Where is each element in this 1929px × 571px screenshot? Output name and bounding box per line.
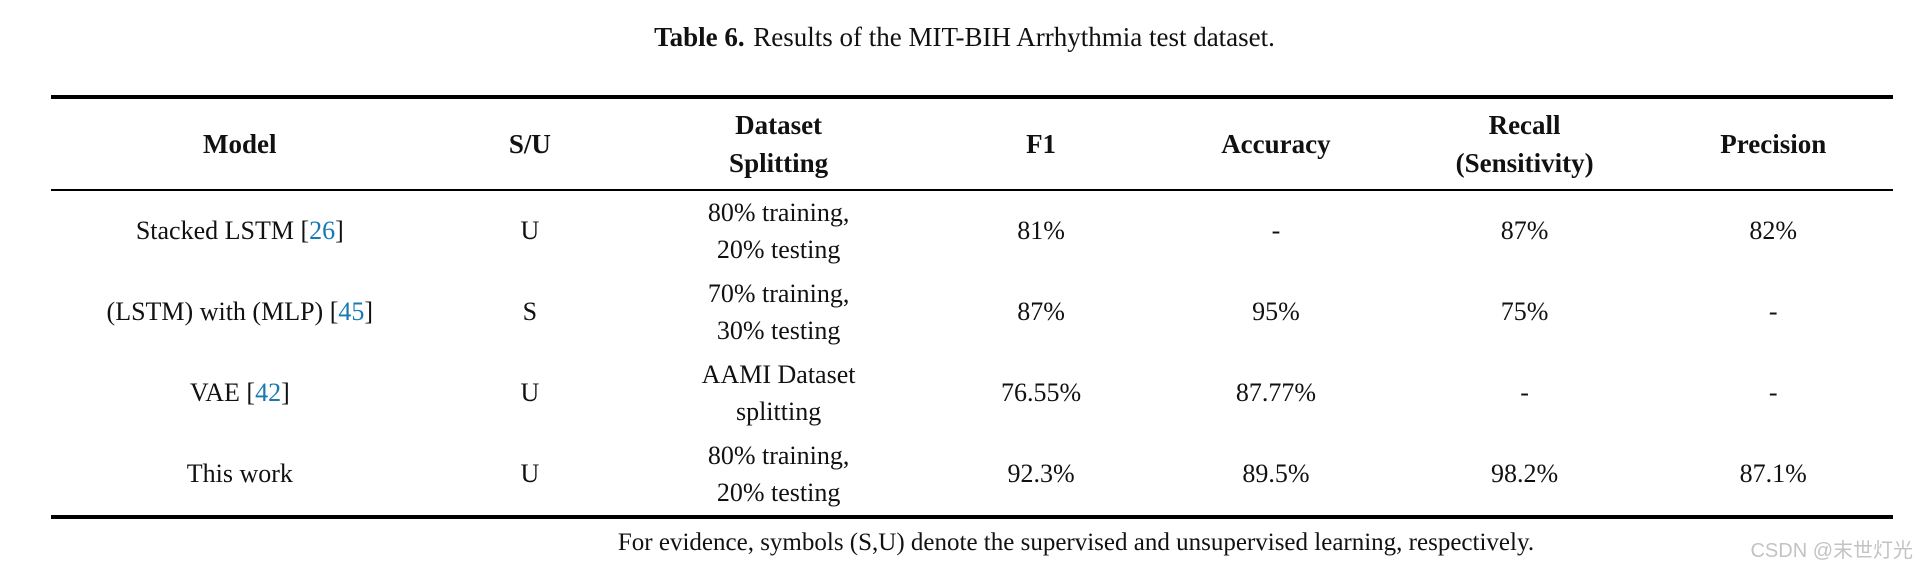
column-header-label: Precision <box>1720 128 1827 159</box>
column-header-dataset-splitting: Dataset Splitting <box>631 97 926 191</box>
f1-cell: 92.3% <box>1007 459 1075 489</box>
csdn-watermark: CSDN @末世灯光 <box>1750 540 1913 562</box>
dataset-splitting-cell: 80% training, 20% testing <box>631 434 926 517</box>
split-line: 20% testing <box>716 234 841 264</box>
column-header-label: Accuracy <box>1221 128 1331 159</box>
column-header-label: (Sensitivity) <box>1455 148 1594 178</box>
table-row: Stacked LSTM [26] U 80% training, 20% te… <box>51 190 1893 272</box>
table-caption-text: Results of the MIT-BIH Arrhythmia test d… <box>753 22 1275 52</box>
precision-cell: 82% <box>1749 216 1798 246</box>
table-footnote: For evidence, symbols (S,U) denote the s… <box>617 529 1535 556</box>
column-header-su: S/U <box>428 97 632 191</box>
model-name-suffix: ] <box>335 216 344 246</box>
split-line: 80% training, <box>707 197 850 227</box>
precision-cell: 87.1% <box>1739 459 1807 489</box>
table-caption-label: Table 6. <box>654 22 745 52</box>
column-header-recall: Recall (Sensitivity) <box>1395 97 1654 191</box>
table-row: (LSTM) with (MLP) [45] S 70% training, 3… <box>51 272 1893 353</box>
precision-cell: - <box>1768 297 1778 327</box>
column-header-label: S/U <box>508 128 551 159</box>
split-line: 30% testing <box>716 315 841 345</box>
model-cell: (LSTM) with (MLP) [45] <box>51 272 429 353</box>
f1-cell: 87% <box>1017 297 1065 327</box>
column-header-label: F1 <box>1026 128 1057 159</box>
model-cell: Stacked LSTM [26] <box>51 190 429 272</box>
su-cell: U <box>520 459 540 489</box>
dataset-splitting-cell: 80% training, 20% testing <box>631 190 926 272</box>
su-cell: U <box>520 216 540 246</box>
model-name-suffix: ] <box>281 378 290 408</box>
model-name-suffix: ] <box>364 297 374 327</box>
accuracy-cell: - <box>1271 216 1281 246</box>
split-line: AAMI Dataset <box>701 359 856 389</box>
split-line: 70% training, <box>707 278 850 308</box>
column-header-model: Model <box>51 97 429 191</box>
split-line: 20% testing <box>716 477 841 507</box>
results-table: Model S/U Dataset Splitting F1 Accuracy … <box>51 95 1893 519</box>
split-line: 80% training, <box>707 440 850 470</box>
model-cell: This work <box>51 434 429 517</box>
model-cell: VAE [42] <box>51 353 429 434</box>
model-name: VAE [ <box>189 378 256 408</box>
accuracy-cell: 87.77% <box>1235 378 1316 408</box>
table-row: This work U 80% training, 20% testing 92… <box>51 434 1893 517</box>
f1-cell: 76.55% <box>1000 378 1082 408</box>
table-caption: Table 6. Results of the MIT-BIH Arrhythmi… <box>0 21 1929 53</box>
recall-cell: 98.2% <box>1490 459 1559 489</box>
model-name: Stacked LSTM [ <box>135 216 310 246</box>
column-header-label: Dataset <box>735 109 823 140</box>
column-header-label: Recall <box>1488 109 1561 140</box>
recall-cell: - <box>1520 378 1529 408</box>
header-row: Model S/U Dataset Splitting F1 Accuracy … <box>51 97 1893 191</box>
column-header-accuracy: Accuracy <box>1156 97 1396 191</box>
column-header-f1: F1 <box>925 97 1157 191</box>
dataset-splitting-cell: 70% training, 30% testing <box>631 272 926 353</box>
accuracy-cell: 89.5% <box>1242 459 1310 489</box>
recall-cell: 87% <box>1500 216 1549 246</box>
f1-cell: 81% <box>1017 216 1065 246</box>
column-header-label: Splitting <box>729 148 829 178</box>
model-name: This work <box>186 459 293 489</box>
su-cell: S <box>522 297 538 327</box>
table-row: VAE [42] U AAMI Dataset splitting 76.55%… <box>51 353 1893 434</box>
column-header-label: Model <box>203 128 277 159</box>
recall-cell: 75% <box>1500 297 1549 327</box>
dataset-splitting-cell: AAMI Dataset splitting <box>631 353 926 434</box>
model-name: (LSTM) with (MLP) [ <box>106 297 339 327</box>
split-line: splitting <box>735 396 822 426</box>
column-header-precision: Precision <box>1653 97 1893 191</box>
citation-link[interactable]: 45 <box>338 297 365 327</box>
citation-link[interactable]: 42 <box>255 378 282 408</box>
su-cell: U <box>520 378 540 408</box>
precision-cell: - <box>1768 378 1778 408</box>
citation-link[interactable]: 26 <box>309 216 336 246</box>
accuracy-cell: 95% <box>1252 297 1300 327</box>
